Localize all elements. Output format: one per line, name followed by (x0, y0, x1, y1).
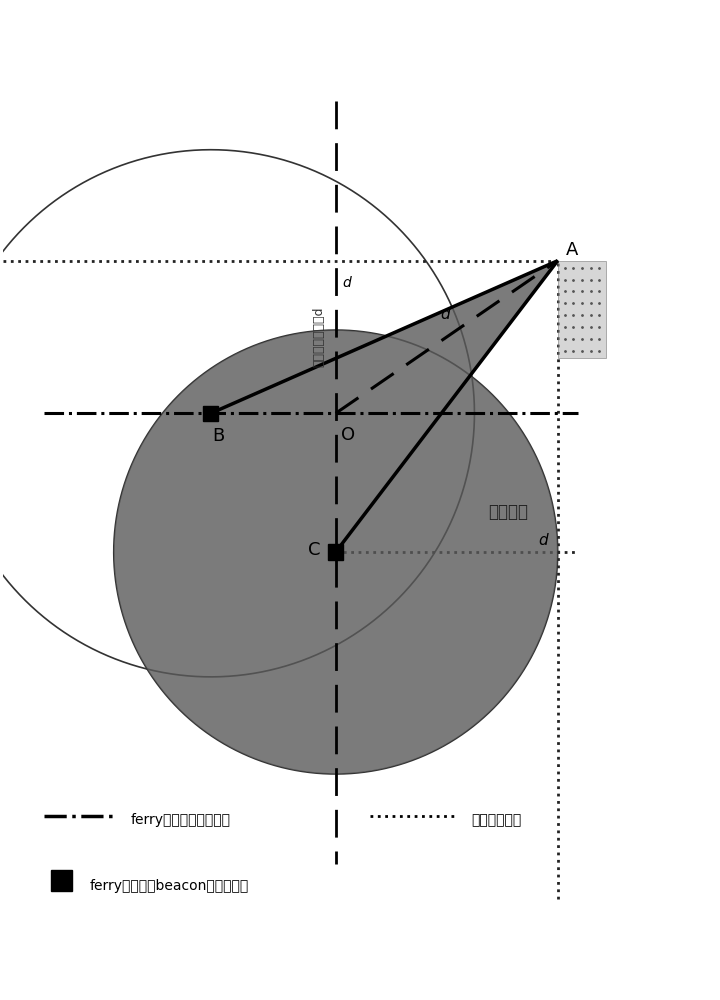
Bar (328, 544, 343, 560)
Text: ferry节点发送beacon消息的位置: ferry节点发送beacon消息的位置 (89, 879, 248, 893)
Polygon shape (114, 261, 558, 774)
Text: ferry节点固定运动路线: ferry节点固定运动路线 (131, 813, 231, 827)
Bar (203, 406, 218, 421)
Text: C: C (308, 541, 320, 559)
Text: d: d (441, 307, 450, 322)
Text: A: A (566, 241, 578, 259)
Text: d: d (343, 276, 351, 290)
Text: B: B (212, 427, 225, 445)
Text: d: d (539, 533, 548, 548)
Text: 网络区域边界: 网络区域边界 (471, 813, 521, 827)
Polygon shape (558, 261, 606, 358)
Text: 长距离通信半径d: 长距离通信半径d (312, 307, 325, 367)
Bar (51, 870, 72, 891)
Text: 网络区域: 网络区域 (488, 503, 528, 521)
Text: O: O (341, 426, 356, 444)
